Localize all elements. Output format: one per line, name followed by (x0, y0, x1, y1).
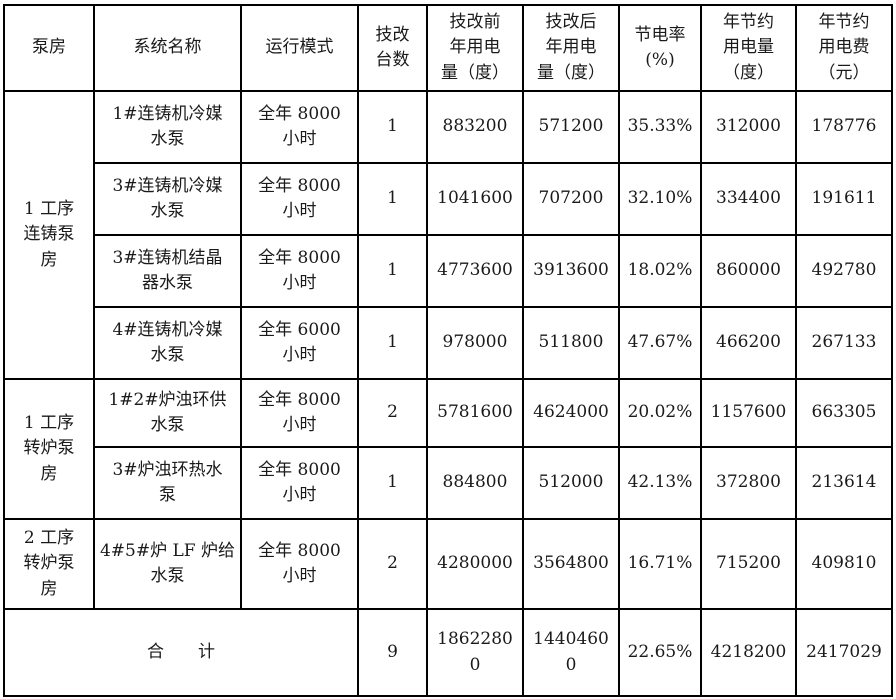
before-kwh-cell: 4280000 (426, 518, 524, 610)
saved-kwh-cell: 466200 (700, 306, 797, 380)
total-saving-rate-cell: 22.65% (618, 608, 702, 697)
saved-kwh-cell: 715200 (700, 518, 797, 610)
after-kwh-cell: 4624000 (522, 378, 620, 448)
col-header-system-name: 系统名称 (93, 4, 242, 92)
total-saved-cost-cell: 2417029 (795, 608, 893, 697)
saved-kwh-cell: 372800 (700, 446, 797, 520)
before-kwh-cell: 1041600 (426, 162, 524, 236)
total-row: 合 计 9 1862280 0 1440460 0 22.65% 4218200… (3, 608, 893, 697)
col-header-saved-kwh: 年节约 用电量 （度） (700, 4, 797, 92)
header-row: 泵房 系统名称 运行模式 技改 台数 技改前 年用电 量（度） 技改后 年用电 … (3, 4, 893, 92)
pump-house-cell: 1 工序 转炉泵 房 (3, 378, 95, 520)
col-header-after-kwh: 技改后 年用电 量（度） (522, 4, 620, 92)
saved-cost-cell: 492780 (795, 234, 893, 308)
saved-cost-cell: 663305 (795, 378, 893, 448)
after-kwh-cell: 707200 (522, 162, 620, 236)
system-cell: 3#连铸机结晶 器水泵 (93, 234, 242, 308)
before-kwh-cell: 883200 (426, 90, 524, 164)
saved-kwh-cell: 334400 (700, 162, 797, 236)
total-after-kwh-cell: 1440460 0 (522, 608, 620, 697)
col-header-run-mode: 运行模式 (240, 4, 359, 92)
saving-rate-cell: 32.10% (618, 162, 702, 236)
after-kwh-cell: 512000 (522, 446, 620, 520)
system-cell: 4#5#炉 LF 炉给 水泵 (93, 518, 242, 610)
table-row: 1 工序 连铸泵 房 1#连铸机冷媒 水泵 全年 8000 小时 1 88320… (3, 90, 893, 380)
pump-house-cell: 2 工序 转炉泵 房 (3, 518, 95, 610)
saving-rate-cell: 47.67% (618, 306, 702, 380)
before-kwh-cell: 4773600 (426, 234, 524, 308)
saved-cost-cell: 178776 (795, 90, 893, 164)
system-cell: 4#连铸机冷媒 水泵 (93, 306, 242, 380)
saved-kwh-cell: 860000 (700, 234, 797, 308)
saved-kwh-cell: 312000 (700, 90, 797, 164)
units-cell: 1 (357, 446, 428, 520)
col-header-saved-cost: 年节约 用电费 （元） (795, 4, 893, 92)
mode-cell: 全年 8000 小时 (240, 234, 359, 308)
after-kwh-cell: 511800 (522, 306, 620, 380)
saving-rate-cell: 16.71% (618, 518, 702, 610)
table-row: 4#连铸机冷媒 水泵 全年 6000 小时 1 978000 511800 47… (4, 306, 893, 380)
after-kwh-cell: 571200 (522, 90, 620, 164)
table-row: 3#连铸机结晶 器水泵 全年 8000 小时 1 4773600 3913600… (4, 234, 893, 308)
mode-cell: 全年 8000 小时 (240, 378, 359, 448)
table-row: 2 工序 转炉泵 房 4#5#炉 LF 炉给 水泵 全年 8000 小时 2 4… (3, 518, 893, 610)
table-row: 1 工序 转炉泵 房 1#2#炉浊环供 水泵 全年 8000 小时 2 5781… (3, 378, 893, 520)
col-header-pump-house: 泵房 (3, 4, 95, 92)
units-cell: 2 (357, 518, 428, 610)
saved-cost-cell: 191611 (795, 162, 893, 236)
total-label-cell: 合 计 (3, 608, 359, 697)
saving-rate-cell: 18.02% (618, 234, 702, 308)
energy-saving-table: 泵房 系统名称 运行模式 技改 台数 技改前 年用电 量（度） 技改后 年用电 … (3, 4, 893, 697)
col-header-units: 技改 台数 (357, 4, 428, 92)
units-cell: 1 (357, 162, 428, 236)
total-saved-kwh-cell: 4218200 (700, 608, 797, 697)
system-cell: 1#2#炉浊环供 水泵 (93, 378, 242, 448)
before-kwh-cell: 978000 (426, 306, 524, 380)
col-header-saving-rate: 节电率 (%) (618, 4, 702, 92)
saving-rate-cell: 42.13% (618, 446, 702, 520)
system-cell: 3#连铸机冷媒 水泵 (93, 162, 242, 236)
mode-cell: 全年 8000 小时 (240, 90, 359, 164)
after-kwh-cell: 3564800 (522, 518, 620, 610)
mode-cell: 全年 8000 小时 (240, 518, 359, 610)
saved-cost-cell: 409810 (795, 518, 893, 610)
saving-rate-cell: 20.02% (618, 378, 702, 448)
before-kwh-cell: 884800 (426, 446, 524, 520)
saved-cost-cell: 267133 (795, 306, 893, 380)
pump-house-cell: 1 工序 连铸泵 房 (3, 90, 95, 380)
table-row: 3#连铸机冷媒 水泵 全年 8000 小时 1 1041600 707200 3… (4, 162, 893, 236)
before-kwh-cell: 5781600 (426, 378, 524, 448)
total-before-kwh-cell: 1862280 0 (426, 608, 524, 697)
units-cell: 1 (357, 234, 428, 308)
mode-cell: 全年 6000 小时 (240, 306, 359, 380)
system-cell: 1#连铸机冷媒 水泵 (93, 90, 242, 164)
table-row: 3#炉浊环热水 泵 全年 8000 小时 1 884800 512000 42.… (4, 446, 893, 520)
system-cell: 3#炉浊环热水 泵 (93, 446, 242, 520)
col-header-before-kwh: 技改前 年用电 量（度） (426, 4, 524, 92)
mode-cell: 全年 8000 小时 (240, 162, 359, 236)
after-kwh-cell: 3913600 (522, 234, 620, 308)
total-units-cell: 9 (357, 608, 428, 697)
saving-rate-cell: 35.33% (618, 90, 702, 164)
units-cell: 1 (357, 306, 428, 380)
saved-cost-cell: 213614 (795, 446, 893, 520)
units-cell: 1 (357, 90, 428, 164)
saved-kwh-cell: 1157600 (700, 378, 797, 448)
units-cell: 2 (357, 378, 428, 448)
mode-cell: 全年 8000 小时 (240, 446, 359, 520)
